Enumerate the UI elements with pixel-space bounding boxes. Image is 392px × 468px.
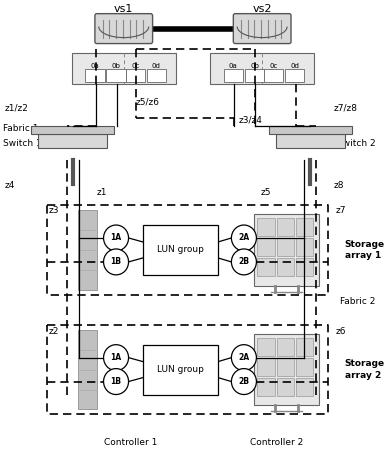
FancyBboxPatch shape [258, 258, 275, 276]
FancyBboxPatch shape [296, 238, 313, 256]
Text: z3: z3 [49, 205, 59, 214]
FancyBboxPatch shape [296, 378, 313, 395]
Text: z1/z2: z1/z2 [5, 104, 28, 113]
Text: 0c: 0c [131, 63, 140, 68]
Text: z5/z6: z5/z6 [135, 98, 159, 107]
FancyBboxPatch shape [258, 338, 275, 356]
Text: 1B: 1B [111, 257, 122, 266]
Circle shape [103, 249, 129, 275]
Text: 1A: 1A [111, 353, 122, 362]
FancyBboxPatch shape [296, 358, 313, 376]
Circle shape [231, 225, 256, 251]
FancyBboxPatch shape [245, 69, 264, 82]
Text: 2B: 2B [238, 257, 249, 266]
FancyBboxPatch shape [38, 134, 107, 148]
FancyBboxPatch shape [85, 69, 105, 82]
Text: 0a: 0a [229, 63, 238, 68]
Text: LUN group: LUN group [157, 365, 204, 374]
Text: z7: z7 [335, 205, 346, 214]
Text: z5: z5 [260, 188, 271, 197]
Text: 2B: 2B [238, 377, 249, 386]
FancyBboxPatch shape [285, 69, 305, 82]
FancyBboxPatch shape [277, 338, 294, 356]
Text: Switch 1: Switch 1 [3, 139, 42, 148]
Text: 1B: 1B [111, 377, 122, 386]
Text: z4: z4 [5, 181, 15, 190]
FancyBboxPatch shape [95, 14, 152, 44]
Text: vs1: vs1 [114, 4, 133, 14]
FancyBboxPatch shape [72, 52, 176, 84]
Text: z6: z6 [335, 327, 346, 336]
Text: Controller 1: Controller 1 [104, 439, 157, 447]
Text: 0a: 0a [91, 63, 99, 68]
FancyBboxPatch shape [258, 358, 275, 376]
Text: Switch 2: Switch 2 [337, 139, 376, 148]
FancyBboxPatch shape [31, 126, 114, 134]
Text: 0b: 0b [250, 63, 259, 68]
FancyBboxPatch shape [276, 134, 345, 148]
Circle shape [231, 249, 256, 275]
FancyBboxPatch shape [296, 218, 313, 236]
Circle shape [103, 344, 129, 371]
Text: Storage
array 2: Storage array 2 [345, 359, 385, 380]
FancyBboxPatch shape [277, 358, 294, 376]
FancyBboxPatch shape [277, 238, 294, 256]
FancyBboxPatch shape [78, 330, 97, 410]
Text: 0c: 0c [270, 63, 278, 68]
Text: 1A: 1A [111, 234, 122, 242]
Text: z1: z1 [97, 188, 107, 197]
Text: Storage
array 1: Storage array 1 [345, 240, 385, 260]
FancyBboxPatch shape [264, 69, 283, 82]
FancyBboxPatch shape [143, 225, 218, 275]
Text: 0b: 0b [112, 63, 120, 68]
Circle shape [103, 369, 129, 395]
FancyBboxPatch shape [210, 52, 314, 84]
FancyBboxPatch shape [296, 338, 313, 356]
FancyBboxPatch shape [78, 210, 97, 290]
Text: z3/z4: z3/z4 [239, 116, 263, 125]
FancyBboxPatch shape [277, 258, 294, 276]
Circle shape [231, 344, 256, 371]
FancyBboxPatch shape [254, 334, 319, 405]
FancyBboxPatch shape [296, 258, 313, 276]
FancyBboxPatch shape [269, 126, 352, 134]
FancyBboxPatch shape [258, 218, 275, 236]
FancyBboxPatch shape [233, 14, 291, 44]
Text: z8: z8 [333, 181, 344, 190]
Circle shape [103, 225, 129, 251]
FancyBboxPatch shape [258, 378, 275, 395]
FancyBboxPatch shape [277, 378, 294, 395]
Text: Controller 2: Controller 2 [250, 439, 303, 447]
FancyBboxPatch shape [126, 69, 145, 82]
FancyBboxPatch shape [277, 218, 294, 236]
FancyBboxPatch shape [258, 238, 275, 256]
Text: 2A: 2A [238, 353, 249, 362]
Circle shape [231, 369, 256, 395]
FancyBboxPatch shape [224, 69, 243, 82]
Text: z7/z8: z7/z8 [333, 104, 358, 113]
Text: 0d: 0d [290, 63, 299, 68]
FancyBboxPatch shape [107, 69, 126, 82]
Text: Fabric 1: Fabric 1 [3, 124, 38, 133]
Text: z2: z2 [49, 327, 59, 336]
Text: Fabric 2: Fabric 2 [340, 297, 376, 306]
Text: 2A: 2A [238, 234, 249, 242]
FancyBboxPatch shape [143, 344, 218, 395]
FancyBboxPatch shape [147, 69, 166, 82]
FancyBboxPatch shape [254, 214, 319, 286]
Text: 0d: 0d [152, 63, 161, 68]
Text: LUN group: LUN group [157, 245, 204, 255]
Text: vs2: vs2 [252, 4, 272, 14]
